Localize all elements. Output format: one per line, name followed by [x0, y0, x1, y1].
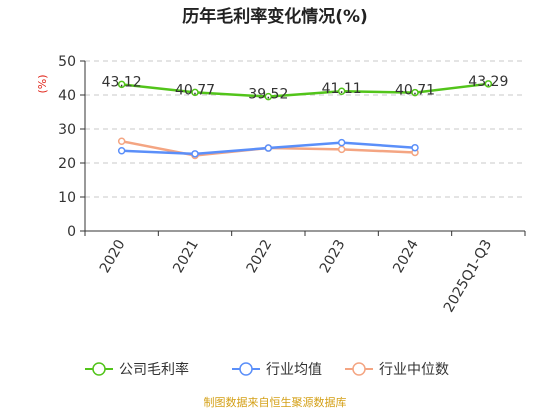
- x-tick-label: 2023: [317, 237, 349, 276]
- legend-marker: [92, 362, 106, 376]
- data-point: [264, 144, 273, 152]
- data-label: 43.12: [102, 74, 142, 90]
- x-tick-labels: 2020 2021 2022 2023 2024 2025Q1-Q3: [97, 237, 495, 315]
- x-tick-label: 2021: [170, 237, 202, 276]
- data-label: 40.71: [395, 83, 435, 99]
- x-tick-label: 2025Q1-Q3: [441, 237, 495, 315]
- data-point: [117, 147, 126, 155]
- legend-label: 行业中位数: [379, 362, 449, 378]
- source-note: 制图数据来自恒生聚源数据库: [204, 395, 347, 409]
- data-point: [484, 80, 493, 88]
- y-tick-label: 10: [58, 190, 76, 206]
- data-point: [191, 150, 199, 158]
- data-point: [337, 138, 346, 147]
- data-point: [337, 145, 346, 154]
- legend-item: 公司毛利率: [85, 361, 189, 378]
- data-point: [117, 137, 126, 145]
- legend-label: 行业均值: [266, 362, 322, 378]
- y-axis-label: (%): [36, 74, 49, 93]
- y-tick-labels: 0 10 20 30 40 50: [58, 54, 76, 240]
- legend-marker: [352, 362, 366, 376]
- series-line: [121, 82, 489, 98]
- data-point: [337, 87, 346, 95]
- legend: 公司毛利率 行业均值 行业中位数: [85, 361, 449, 378]
- data-point: [117, 80, 126, 89]
- chart-title: 历年毛利率变化情况(%): [182, 6, 368, 27]
- x-tick-label: 2024: [390, 237, 422, 276]
- data-labels: 43.12 40.77 39.52 41.11 40.71 43.29: [102, 74, 509, 103]
- y-tick-label: 20: [58, 156, 76, 172]
- legend-label: 公司毛利率: [119, 361, 189, 378]
- data-label: 40.77: [175, 82, 215, 98]
- y-tick-label: 0: [67, 224, 76, 240]
- x-tick-label: 2022: [244, 237, 276, 276]
- x-tick-label: 2020: [97, 237, 129, 276]
- data-label: 43.29: [468, 74, 508, 90]
- data-label: 41.11: [322, 81, 362, 97]
- y-tick-label: 50: [58, 54, 76, 70]
- axes: [80, 60, 526, 236]
- data-point: [411, 88, 419, 97]
- legend-marker: [239, 362, 253, 376]
- legend-item: 行业均值: [232, 362, 322, 378]
- y-tick-label: 30: [58, 122, 76, 138]
- data-point: [191, 88, 199, 97]
- y-tick-label: 40: [58, 88, 76, 104]
- grid-lines: [85, 60, 525, 198]
- legend-item: 行业中位数: [345, 362, 449, 378]
- data-point: [264, 92, 273, 101]
- series-lines: [117, 80, 493, 160]
- data-point: [411, 143, 419, 152]
- data-label: 39.52: [248, 87, 288, 103]
